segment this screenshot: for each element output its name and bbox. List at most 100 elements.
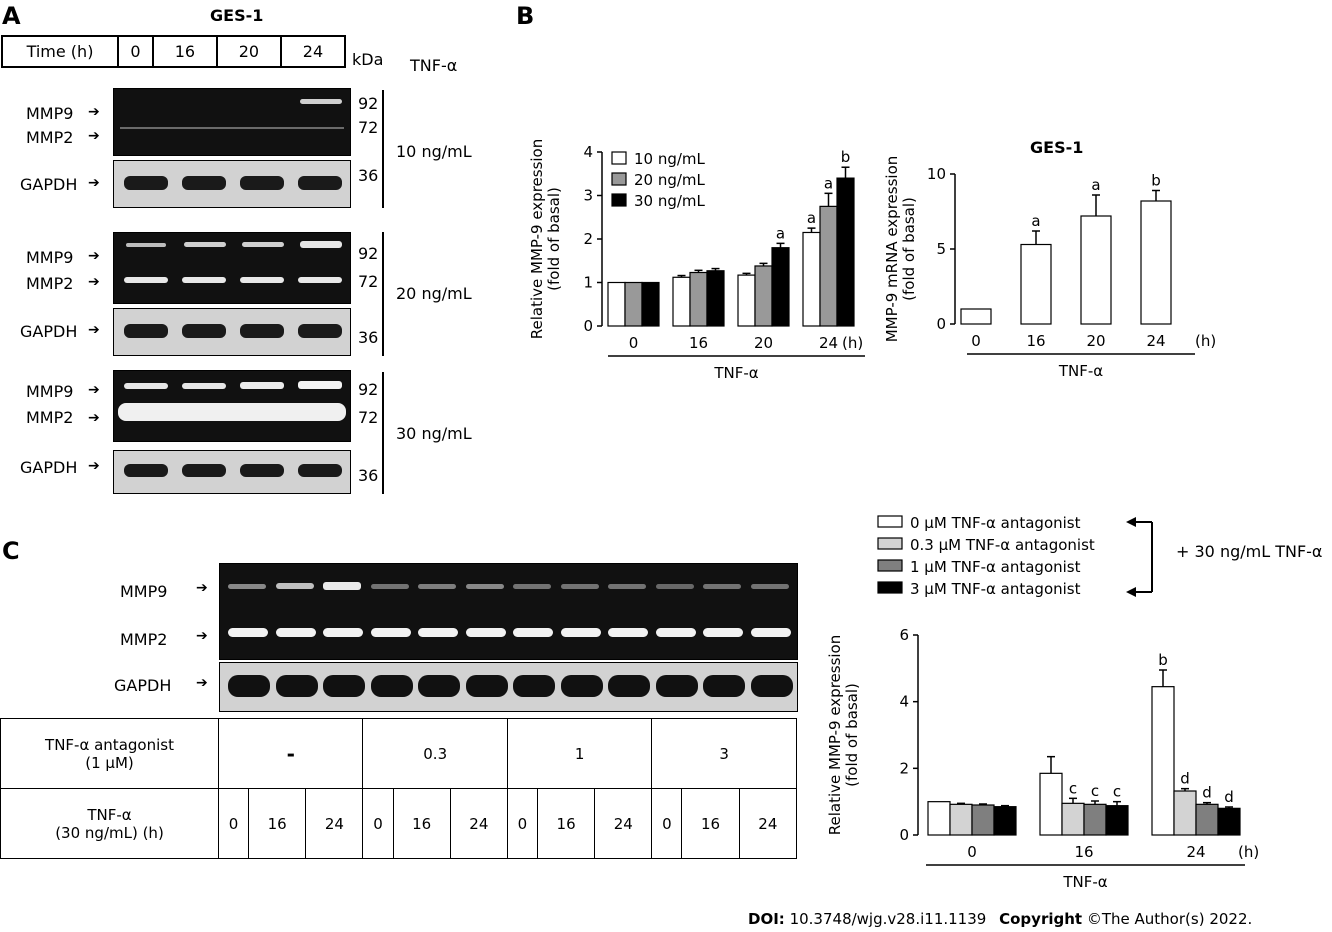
y-tick-label: 6 <box>899 626 909 644</box>
x-tick-label: 24 <box>1146 332 1165 350</box>
band <box>418 675 460 697</box>
band <box>298 324 342 338</box>
y-tick-label: 0 <box>583 317 593 335</box>
condition-table: TNF-α antagonist (1 μM) - 0.3 1 3 TNF-α … <box>0 718 798 859</box>
significance-label: d <box>1224 788 1234 806</box>
x-tick-label: 16 <box>1074 843 1093 861</box>
band <box>370 583 409 589</box>
zymogram-blot <box>219 563 798 660</box>
row2-cell: 16 <box>536 788 596 859</box>
significance-label: a <box>807 209 816 227</box>
gapdh-blot <box>113 450 351 494</box>
arrow-icon: ➔ <box>196 580 208 596</box>
y-tick-label: 3 <box>583 187 593 205</box>
bar <box>754 265 773 327</box>
kda-36: 36 <box>358 166 379 185</box>
y-axis-label: MMP-9 mRNA expression <box>883 156 901 343</box>
bar <box>607 281 626 327</box>
band <box>465 675 508 697</box>
gapdh-blot <box>219 662 798 712</box>
bar <box>706 270 725 327</box>
band <box>560 628 601 637</box>
legend-label: 0.3 μM TNF-α antagonist <box>910 536 1095 554</box>
band <box>275 628 316 637</box>
panel-b-right-title: GES-1 <box>1030 138 1084 157</box>
mmp9-label: MMP9 <box>26 248 74 267</box>
band <box>228 628 268 637</box>
significance-label: c <box>1091 782 1099 800</box>
x-unit: (h) <box>842 334 863 352</box>
bar <box>971 804 995 836</box>
legend-label: 1 μM TNF-α antagonist <box>910 558 1081 576</box>
bar <box>819 205 838 327</box>
band <box>418 628 458 637</box>
band <box>323 675 365 697</box>
band <box>275 583 314 589</box>
bar <box>1105 805 1129 836</box>
mmp9-label: MMP9 <box>26 104 74 123</box>
arrow-icon: ➔ <box>88 128 100 144</box>
bar <box>927 801 951 836</box>
kda-36: 36 <box>358 466 379 485</box>
significance-label: c <box>1113 783 1121 801</box>
kda-92: 92 <box>358 244 379 263</box>
bar <box>737 274 756 327</box>
bar <box>771 247 790 327</box>
row2-cell: 16 <box>681 788 740 859</box>
time-cell: 0 <box>117 35 154 68</box>
significance-label: c <box>1069 779 1077 797</box>
bar <box>672 276 691 327</box>
band <box>370 628 411 637</box>
time-cell: 24 <box>279 35 347 68</box>
x-tick-label: 0 <box>967 843 977 861</box>
kda-36: 36 <box>358 328 379 347</box>
band <box>298 381 342 389</box>
bar <box>949 803 973 836</box>
row2-cell: 24 <box>594 788 653 859</box>
band <box>323 628 363 637</box>
band <box>560 675 603 697</box>
significance-label: b <box>1151 172 1161 190</box>
band <box>298 464 342 477</box>
bar <box>802 231 821 327</box>
bracket-note: + 30 ng/mL TNF-α <box>1176 542 1323 561</box>
arrow-icon: ➔ <box>88 104 100 120</box>
legend-label: 0 μM TNF-α antagonist <box>910 514 1081 532</box>
significance-label: d <box>1202 784 1212 802</box>
kda-92: 92 <box>358 94 379 113</box>
row2-cell: 0 <box>506 788 538 859</box>
copyright-value: ©The Author(s) 2022. <box>1086 910 1253 928</box>
bar <box>1217 807 1241 836</box>
band <box>703 628 743 637</box>
row2-cell: 16 <box>392 788 451 859</box>
group-bracket <box>382 232 384 356</box>
row1-cell: - <box>217 718 364 789</box>
band <box>240 464 284 477</box>
band <box>655 583 694 589</box>
bar <box>1151 686 1175 836</box>
band <box>182 277 226 283</box>
y-axis-label: (fold of basal) <box>900 197 918 301</box>
band <box>126 243 166 247</box>
band <box>124 324 168 338</box>
x-unit: (h) <box>1238 843 1259 861</box>
band <box>513 583 551 589</box>
y-tick-label: 5 <box>936 240 946 258</box>
time-table: Time (h) 0 16 20 24 <box>1 35 347 68</box>
bar <box>641 281 660 327</box>
mmp2-label: MMP2 <box>26 128 74 147</box>
row1-cell: 1 <box>506 718 653 789</box>
panel-a-title: GES-1 <box>210 6 264 25</box>
row2-cell: 0 <box>362 788 394 859</box>
y-tick-label: 1 <box>583 274 593 292</box>
band <box>120 127 344 129</box>
chart-b-right: 0 5 10 0 a 16 a 20 b 24 (h) TNF-α MMP-9 mRNA express… <box>883 156 1216 380</box>
y-axis-label: (fold of basal) <box>545 187 563 291</box>
doi-value: 10.3748/wjg.v28.i11.1139 <box>789 910 987 928</box>
band <box>124 464 168 477</box>
band <box>300 241 342 248</box>
legend-swatch <box>611 151 627 165</box>
copyright-label: Copyright <box>999 910 1083 928</box>
bar <box>1080 215 1112 325</box>
